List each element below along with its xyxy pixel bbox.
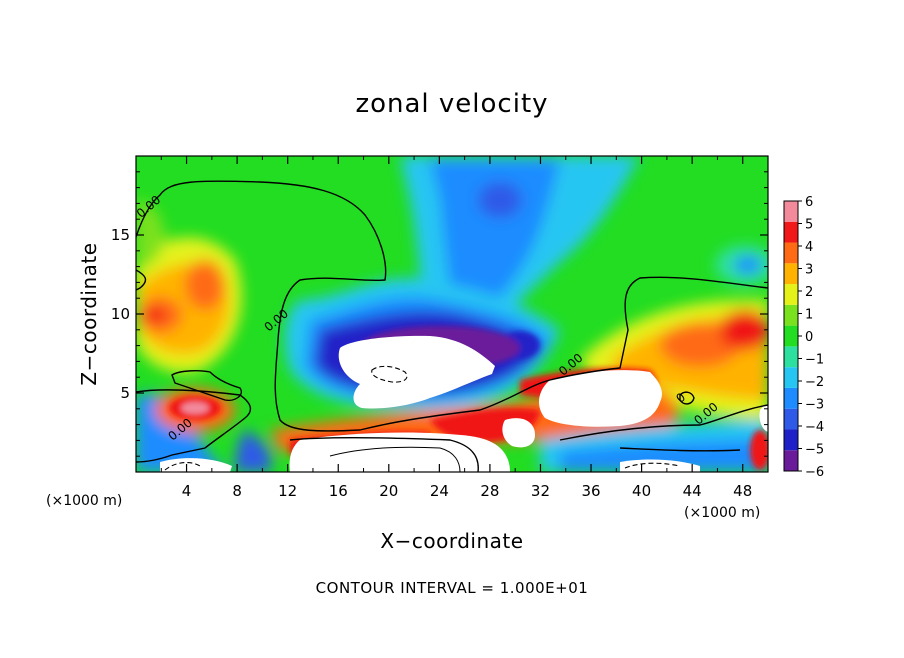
colorbar-segment [784, 408, 798, 430]
y-axis-label: Z−coordinate [77, 242, 101, 385]
colorbar-segment [784, 242, 798, 264]
colorbar-segment [784, 304, 798, 326]
x-tick-label: 36 [581, 482, 600, 500]
colorbar-segment [784, 367, 798, 388]
contour-thin-lower [329, 446, 461, 472]
colorbar-segment [784, 450, 798, 471]
colorbar-segment [784, 346, 798, 368]
contour-lower-right2 [619, 447, 741, 452]
x-tick-label: 20 [379, 482, 398, 500]
x-tick-label: 16 [329, 482, 348, 500]
chart-title: zonal velocity [355, 89, 548, 119]
velocity-field [136, 156, 768, 472]
colorbar-segment [784, 387, 798, 409]
colorbar-segment [784, 221, 798, 243]
contour-lower-mid [289, 437, 479, 472]
dashed-contour-center [371, 365, 408, 383]
colorbar-segment [784, 429, 798, 451]
negative-contours [164, 365, 681, 471]
colorbar-segment [784, 325, 798, 347]
y-tick-label: 15 [111, 226, 130, 244]
colorbar-segment [784, 201, 798, 222]
contour-lines [136, 180, 768, 472]
x-tick-label: 48 [733, 482, 752, 500]
x-tick-label: 12 [278, 482, 297, 500]
colorbar-tick-label: −4 [805, 420, 824, 435]
colorbar-tick-label: 1 [805, 308, 813, 323]
contour-left-low [136, 389, 252, 463]
x-axis-ticks: 4 8 12 16 20 24 28 32 36 40 44 48 [160, 156, 752, 500]
x-tick-label: 28 [480, 482, 499, 500]
colorbar-segment [784, 263, 798, 285]
x-unit-label-right: (×1000 m) [684, 505, 760, 521]
colorbar-segment [784, 284, 798, 305]
x-tick-label: 24 [430, 482, 449, 500]
contour-lower-right [559, 404, 768, 441]
y-tick-label: 5 [120, 384, 130, 402]
colorbar-tick-label: 4 [805, 240, 813, 255]
colorbar-tick-label: 3 [805, 263, 813, 278]
contour-interval-note: CONTOUR INTERVAL = 1.000E+01 [316, 579, 589, 597]
x-tick-label: 8 [232, 482, 242, 500]
x-unit-label-left: (×1000 m) [46, 493, 122, 509]
dashed-contour-lower-right [624, 462, 681, 469]
contour-upper-left [136, 180, 768, 432]
colorbar: 6 5 4 3 2 1 0 −1 −2 −3 −4 −5 −6 [783, 195, 824, 480]
x-tick-label: 44 [683, 482, 702, 500]
x-axis-label: X−coordinate [380, 529, 523, 553]
colorbar-tick-label: 6 [805, 195, 813, 210]
contour-right-loop [679, 391, 695, 405]
colorbar-tick-label: −3 [805, 398, 824, 413]
x-tick-label: 40 [632, 482, 651, 500]
y-tick-label: 10 [111, 305, 130, 323]
colorbar-tick-label: 2 [805, 285, 813, 300]
colorbar-tick-label: −1 [805, 353, 824, 368]
contour-left-edge [136, 269, 147, 291]
colorbar-tick-label: 5 [805, 218, 813, 233]
colorbar-tick-label: −6 [805, 465, 824, 480]
colorbar-tick-label: 0 [805, 330, 813, 345]
x-tick-label: 32 [531, 482, 550, 500]
x-tick-label: 4 [182, 482, 192, 500]
colorbar-tick-label: −2 [805, 375, 824, 390]
contour-left-loop [171, 370, 242, 402]
colorbar-tick-label: −5 [805, 443, 824, 458]
y-axis-ticks: 5 10 15 [111, 171, 768, 457]
dashed-contour-lower-left [164, 461, 201, 471]
